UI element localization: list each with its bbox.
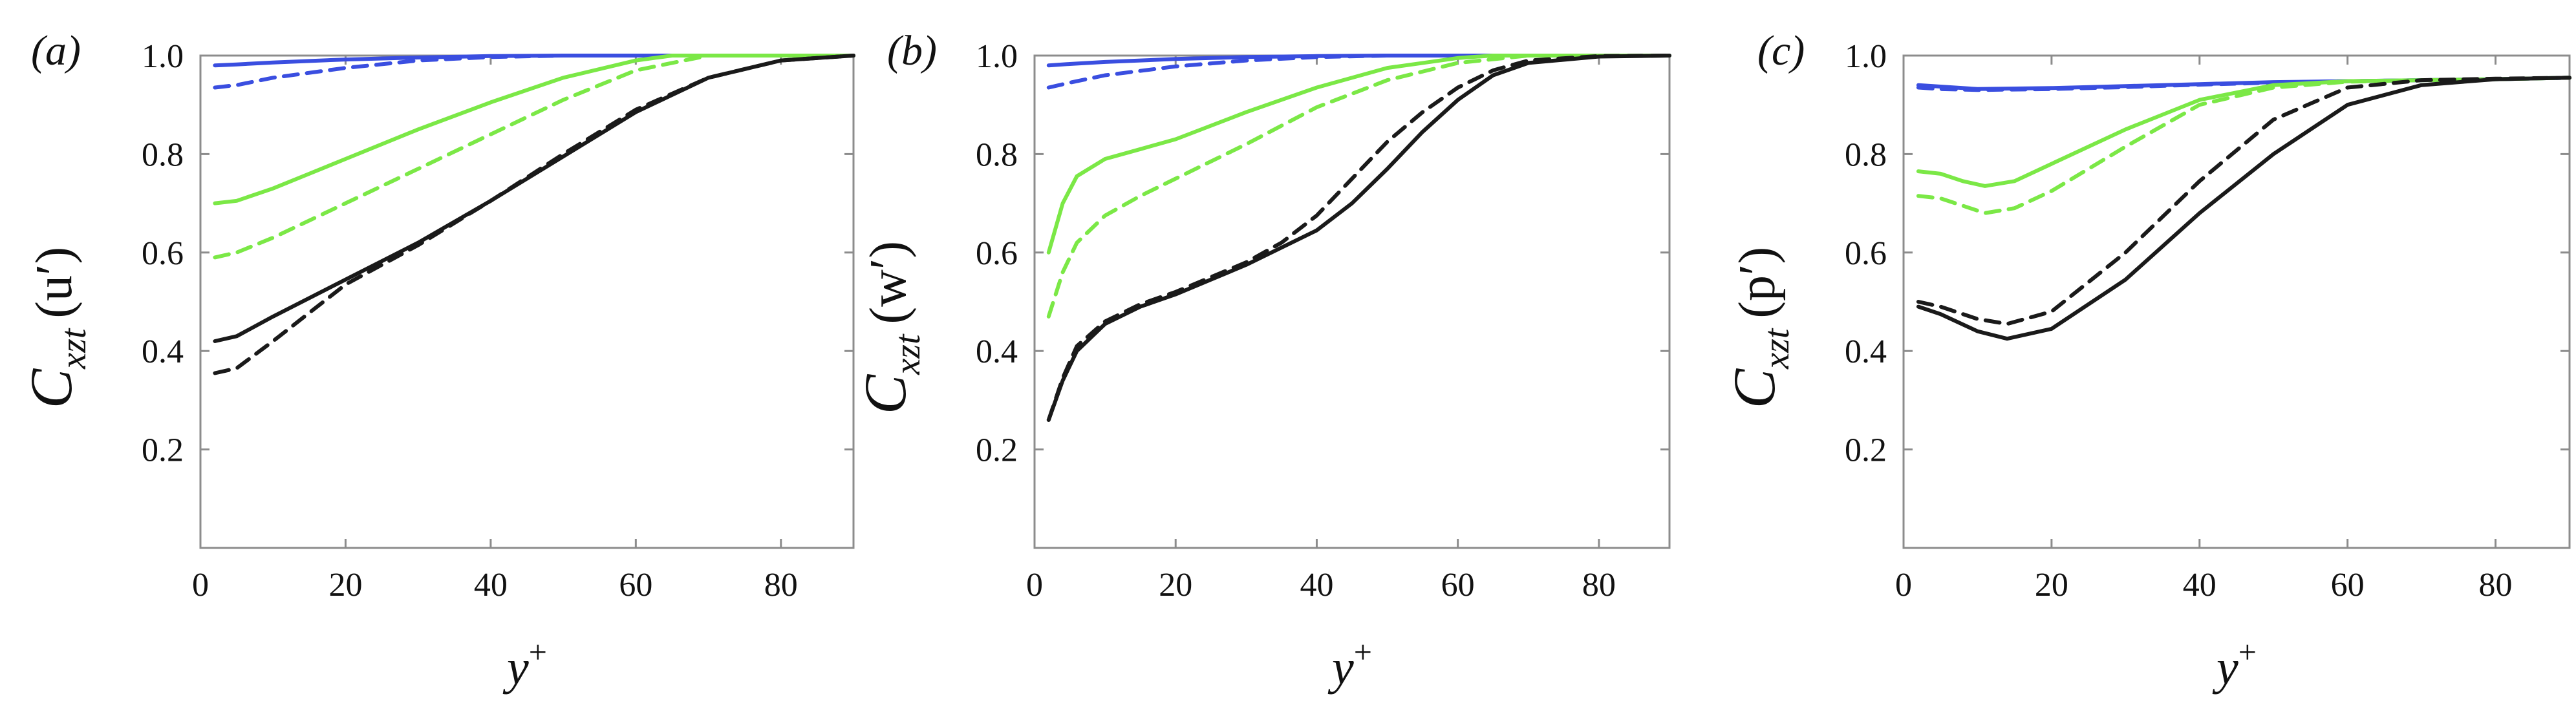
y-tick-label: 0.4: [1845, 333, 1887, 370]
x-tick-label: 0: [192, 567, 209, 603]
x-tick-label: 60: [2331, 567, 2365, 603]
series-line-black-solid: [1916, 76, 2571, 341]
series-line-green-dashed: [1916, 76, 2571, 215]
series-line-black-dashed: [1916, 76, 2571, 326]
y-tick-label: 0.2: [142, 432, 184, 469]
x-axis-label: y+: [1327, 634, 1372, 695]
x-tick-label: 80: [764, 567, 798, 603]
panel-label: (b): [887, 27, 937, 74]
y-tick-label: 0.4: [976, 333, 1018, 370]
series-line-black-solid: [213, 54, 855, 343]
y-tick-label: 0.6: [142, 235, 184, 272]
x-axis-label: y+: [2212, 634, 2257, 695]
y-tick-label: 0.2: [1845, 432, 1887, 469]
panel-label: (c): [1757, 27, 1805, 74]
x-axis-label: y+: [502, 634, 547, 695]
y-tick-label: 0.8: [142, 136, 184, 173]
x-tick-label: 40: [1300, 567, 1333, 603]
y-tick-label: 0.8: [1845, 136, 1887, 173]
y-tick-label: 0.8: [976, 136, 1018, 173]
y-axis-label: Cxzt(w′): [852, 241, 928, 414]
y-tick-label: 0.4: [142, 333, 184, 370]
x-tick-label: 60: [619, 567, 652, 603]
x-tick-label: 40: [474, 567, 508, 603]
x-tick-label: 40: [2183, 567, 2216, 603]
x-tick-label: 20: [2035, 567, 2068, 603]
series-line-black-dashed: [213, 54, 855, 375]
series-line-green-dashed: [213, 54, 855, 260]
panel-label: (a): [31, 27, 81, 74]
plot-frame: [1033, 54, 1671, 549]
x-tick-label: 80: [2479, 567, 2513, 603]
series-line-green-solid: [1046, 54, 1671, 255]
x-tick-label: 0: [1026, 567, 1043, 603]
y-tick-label: 0.6: [976, 235, 1018, 272]
series-line-blue-dashed: [1046, 54, 1671, 90]
y-tick-label: 0.6: [1845, 235, 1887, 272]
y-tick-label: 0.2: [976, 432, 1018, 469]
panel-3: 0 20 40 60 80 0.2 0.4 0.6 0.8 1.0 (c) y+ Cxzt(p′): [1721, 27, 2571, 695]
y-tick-label: 1.0: [142, 38, 184, 75]
x-tick-label: 0: [1895, 567, 1912, 603]
y-axis-label: Cxzt(p′): [1721, 247, 1797, 408]
series-line-black-dashed: [1046, 54, 1671, 422]
x-tick-label: 80: [1582, 567, 1616, 603]
plot-frame: [1902, 54, 2571, 549]
panel-1: 0 20 40 60 80 0.2 0.4 0.6 0.8 1.0 (a) y+ Cxzt(u′): [18, 27, 855, 695]
x-tick-label: 20: [328, 567, 362, 603]
series-line-black-solid: [1046, 54, 1671, 422]
x-tick-label: 60: [1441, 567, 1475, 603]
panel-2: 0 20 40 60 80 0.2 0.4 0.6 0.8 1.0 (b) y+ Cxzt(w′): [852, 27, 1671, 695]
y-tick-label: 1.0: [1845, 38, 1887, 75]
y-tick-label: 1.0: [976, 38, 1018, 75]
y-axis-label: Cxzt(u′): [18, 247, 94, 408]
x-tick-label: 20: [1159, 567, 1192, 603]
series-line-green-solid: [213, 54, 855, 205]
series-line-green-dashed: [1046, 54, 1671, 319]
